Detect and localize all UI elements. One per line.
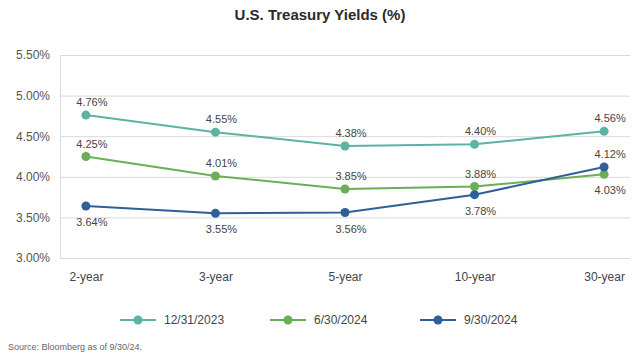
data-label: 4.56%	[594, 112, 625, 124]
y-tick: 4.50%	[16, 130, 630, 144]
title: U.S. Treasury Yields (%)	[235, 6, 406, 23]
x-tick: 10-year	[455, 258, 496, 284]
point	[211, 209, 220, 218]
y-axis-line	[61, 56, 631, 259]
point	[341, 141, 350, 150]
point	[600, 127, 609, 136]
data-labels: 4.76% 4.55% 4.38% 4.40% 4.56% 4.25% 4.01% 3.85%…	[76, 96, 626, 235]
y-tick: 3.00%	[16, 251, 630, 265]
y-tick: 5.00%	[16, 89, 630, 103]
point	[470, 182, 479, 191]
y-tick-label: 5.50%	[16, 48, 50, 62]
grid-line	[60, 258, 630, 259]
x-axis-line	[61, 258, 631, 259]
data-label: 3.88%	[465, 168, 496, 180]
x-tick: 5-year	[328, 258, 362, 284]
source-note: Source: Bloomberg as of 9/30/24.	[8, 342, 142, 352]
y-tick-label: 3.50%	[16, 211, 50, 225]
grid-line	[60, 96, 630, 97]
x-tick: 2-year	[69, 258, 103, 284]
data-label: 4.55%	[206, 113, 237, 125]
data-label: 4.03%	[594, 184, 625, 196]
y-tick-label: 4.00%	[16, 170, 50, 184]
x-tick-label: 30-year	[584, 270, 625, 284]
legend-marker	[434, 316, 443, 325]
legend-item: 6/30/2024	[270, 313, 368, 327]
x-tick-label: 5-year	[328, 270, 362, 284]
data-label: 3.78%	[465, 205, 496, 217]
point	[211, 128, 220, 137]
legend-label: 12/31/2023	[164, 313, 224, 327]
data-label: 3.85%	[335, 170, 366, 182]
series-line	[86, 115, 604, 146]
y-tick-label: 5.00%	[16, 89, 50, 103]
point	[81, 111, 90, 120]
grid-line	[60, 55, 630, 56]
plot-area	[81, 111, 608, 218]
y-tick-label: 4.50%	[16, 130, 50, 144]
x-tick-label: 2-year	[69, 270, 103, 284]
data-label: 3.64%	[76, 216, 107, 228]
data-label: 4.25%	[76, 138, 107, 150]
point	[211, 171, 220, 180]
legend-label: 9/30/2024	[464, 313, 518, 327]
point	[341, 208, 350, 217]
x-tick-label: 10-year	[455, 270, 496, 284]
legend-label: 6/30/2024	[314, 313, 368, 327]
legend-marker	[284, 316, 293, 325]
point	[600, 163, 609, 172]
data-label: 3.55%	[206, 223, 237, 235]
data-label: 3.56%	[335, 223, 366, 235]
grid-line	[60, 217, 630, 218]
data-label: 4.01%	[206, 157, 237, 169]
data-label: 4.76%	[76, 96, 107, 108]
data-label: 4.40%	[465, 125, 496, 137]
point	[470, 190, 479, 199]
x-tick: 3-year	[199, 258, 233, 284]
legend-marker	[134, 316, 143, 325]
legend-item: 12/31/2023	[120, 313, 224, 327]
x-tick-label: 3-year	[199, 270, 233, 284]
data-label: 4.12%	[594, 148, 625, 160]
legend-item: 9/30/2024	[420, 313, 518, 327]
legend: 12/31/2023 6/30/2024 9/30/2024	[120, 313, 518, 327]
point	[81, 202, 90, 211]
y-axis: 3.00% 3.50% 4.00% 4.50% 5.00% 5.50%	[16, 48, 630, 265]
chart: U.S. Treasury Yields (%) 3.00% 3.50% 4.00% 4…	[0, 0, 640, 362]
point	[81, 152, 90, 161]
point	[341, 184, 350, 193]
y-tick-label: 3.00%	[16, 251, 50, 265]
y-tick: 5.50%	[16, 48, 630, 62]
data-label: 4.38%	[335, 127, 366, 139]
x-tick: 30-year	[584, 258, 625, 284]
point	[470, 140, 479, 149]
x-axis: 2-year 3-year 5-year 10-year 30-year	[61, 258, 631, 284]
series-line	[86, 167, 604, 213]
